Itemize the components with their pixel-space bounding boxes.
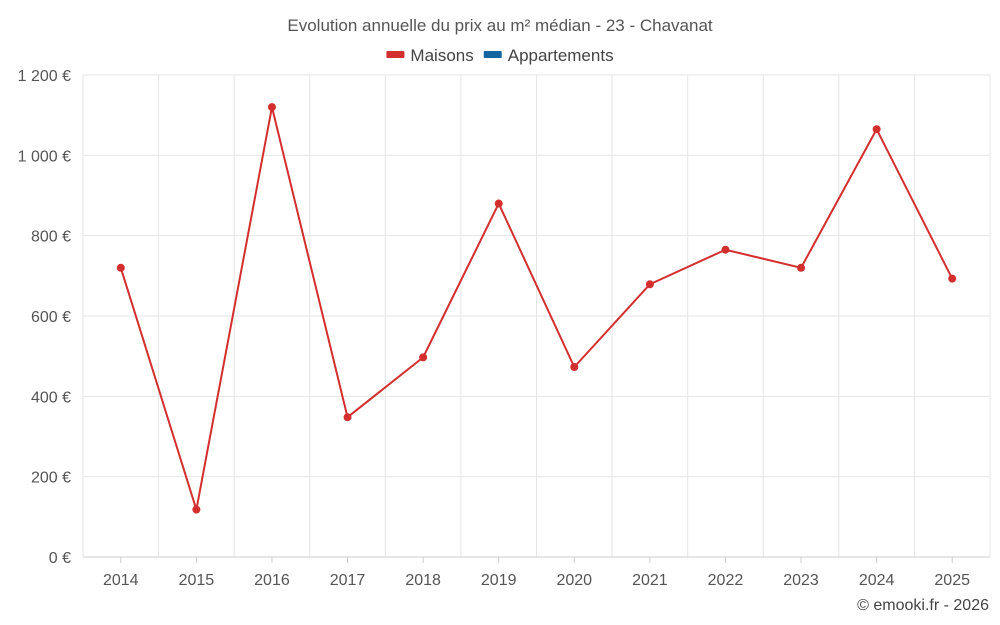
data-point[interactable]	[645, 280, 654, 289]
y-tick-label: 1 200 €	[18, 68, 71, 85]
y-tick-label: 200 €	[31, 470, 71, 487]
legend-swatch	[483, 51, 502, 58]
legend-item-maisons[interactable]: Maisons	[386, 46, 474, 65]
chart-title: Evolution annuelle du prix au m² médian …	[287, 16, 713, 35]
x-tick-label: 2016	[254, 572, 290, 589]
data-point[interactable]	[494, 199, 503, 208]
x-tick-label: 2024	[859, 572, 895, 589]
gridlines	[82, 74, 991, 557]
data-point[interactable]	[797, 263, 806, 272]
legend-swatch	[386, 51, 405, 58]
x-tick-label: 2020	[556, 572, 592, 589]
legend-label: Appartements	[508, 46, 614, 65]
series-line-maisons	[119, 106, 954, 511]
x-tick-label: 2025	[934, 572, 970, 589]
x-tick-label: 2018	[405, 572, 441, 589]
axes: 0 € 200 € 400 € 600 € 800 € 1 000 € 1 200 € 201…	[18, 68, 990, 589]
x-tick-label: 2014	[103, 572, 139, 589]
data-point[interactable]	[872, 125, 881, 134]
y-tick-label: 800 €	[31, 229, 71, 246]
data-point[interactable]	[267, 103, 276, 112]
data-point[interactable]	[343, 413, 352, 422]
data-point[interactable]	[192, 505, 201, 514]
data-point[interactable]	[116, 263, 125, 272]
data-point[interactable]	[948, 274, 957, 283]
x-tick-label: 2023	[783, 572, 819, 589]
x-tick-label: 2015	[179, 572, 215, 589]
x-tick-label: 2021	[632, 572, 668, 589]
legend-label: Maisons	[410, 46, 473, 65]
legend-item-appartements[interactable]: Appartements	[483, 46, 614, 65]
legend[interactable]: Maisons Appartements	[386, 46, 614, 65]
y-tick-label: 1 000 €	[18, 148, 71, 165]
credit-text: © emooki.fr - 2026	[857, 597, 989, 614]
data-point[interactable]	[570, 363, 579, 372]
y-tick-label: 0 €	[49, 550, 71, 567]
data-point[interactable]	[419, 353, 428, 362]
x-tick-label: 2022	[708, 572, 744, 589]
series-layer	[116, 103, 957, 514]
data-point[interactable]	[721, 245, 730, 254]
x-tick-label: 2019	[481, 572, 517, 589]
y-tick-label: 400 €	[31, 389, 71, 406]
x-tick-label: 2017	[330, 572, 366, 589]
y-tick-label: 600 €	[31, 309, 71, 326]
